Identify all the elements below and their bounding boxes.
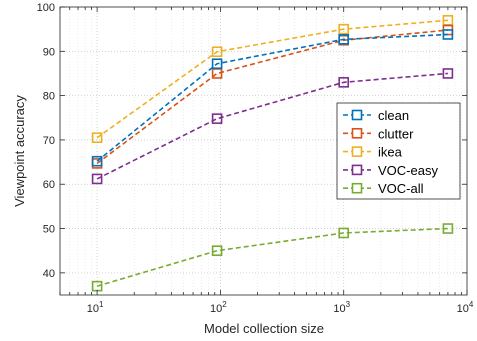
series-group bbox=[91, 14, 454, 292]
series-line-clutter bbox=[96, 29, 448, 165]
data-point-voc-easy bbox=[442, 68, 454, 79]
legend-label-voc-all: VOC-all bbox=[378, 181, 424, 196]
y-tick-label: 40 bbox=[43, 268, 55, 280]
data-point-voc-all bbox=[211, 245, 223, 256]
y-tick-label: 80 bbox=[43, 91, 55, 103]
y-tick-label: 100 bbox=[37, 2, 55, 14]
legend-label-clean: clean bbox=[378, 108, 409, 123]
legend-label-ikea: ikea bbox=[378, 145, 403, 160]
data-point-ikea bbox=[338, 23, 350, 35]
data-point-ikea bbox=[91, 132, 103, 144]
legend-swatch-marker-voc-easy bbox=[351, 164, 363, 176]
x-tick-label: 103 bbox=[333, 300, 350, 315]
y-tick-label: 70 bbox=[43, 135, 55, 147]
grid bbox=[59, 6, 468, 295]
legend-swatch-marker-clutter bbox=[351, 128, 363, 139]
y-tick-label: 90 bbox=[43, 46, 55, 58]
legend-swatch-marker-clean bbox=[351, 109, 363, 121]
series-line-voc-all bbox=[96, 227, 448, 287]
series-line-clean bbox=[96, 33, 448, 162]
y-axis-label: Viewpoint accuracy bbox=[12, 95, 27, 207]
data-point-clean bbox=[91, 155, 103, 167]
series-line-ikea bbox=[96, 19, 448, 139]
ticks: 40 50 60 70 80 90 100 101 102 103 104 bbox=[37, 2, 474, 315]
data-point-voc-easy bbox=[91, 173, 103, 185]
data-point-clean bbox=[338, 34, 350, 45]
legend-label-clutter: clutter bbox=[378, 126, 414, 141]
data-point-voc-all bbox=[442, 223, 454, 234]
data-point-clean bbox=[211, 58, 223, 70]
x-tick-label: 104 bbox=[457, 300, 474, 315]
legend-label-voc-easy: VOC-easy bbox=[378, 163, 438, 178]
legend-swatch-marker-ikea bbox=[351, 146, 363, 157]
data-point-voc-easy bbox=[338, 77, 350, 88]
x-tick-label: 102 bbox=[210, 300, 227, 315]
y-tick-label: 60 bbox=[43, 179, 55, 191]
legend-swatch-marker-voc-all bbox=[351, 182, 363, 194]
y-tick-label: 50 bbox=[43, 224, 55, 236]
x-tick-label: 101 bbox=[87, 300, 104, 315]
legend: clean clutter ikea VOC-easy VOC-all bbox=[336, 102, 461, 200]
x-axis-label: Model collection size bbox=[204, 321, 324, 336]
data-point-clean bbox=[442, 29, 454, 40]
series-line-voc-easy bbox=[96, 72, 448, 180]
data-point-ikea bbox=[211, 46, 223, 58]
data-point-voc-easy bbox=[211, 113, 223, 124]
data-point-voc-all bbox=[338, 227, 350, 239]
plot-frame bbox=[59, 6, 468, 296]
